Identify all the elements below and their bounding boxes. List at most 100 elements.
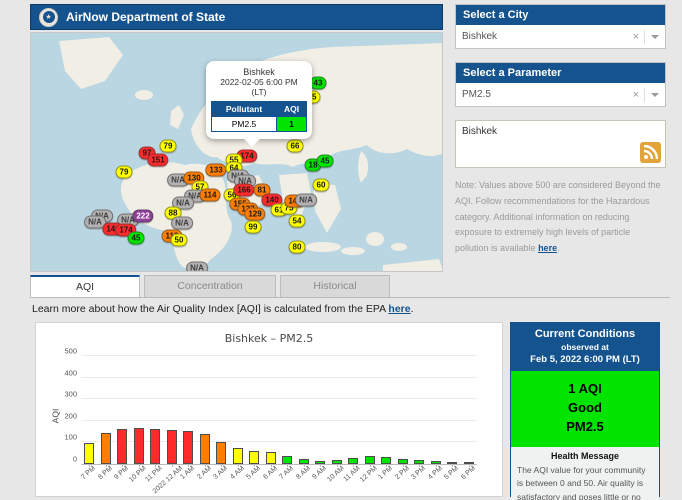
map-marker[interactable]: 129 (244, 207, 266, 221)
city-panel-title: Select a City (456, 5, 665, 25)
chart-bar[interactable] (430, 461, 441, 464)
chart-gridline (81, 376, 477, 378)
map-marker[interactable]: 79 (159, 139, 177, 153)
map-marker[interactable]: 45 (127, 231, 145, 245)
chart-x-tickmark (369, 464, 371, 467)
map-marker[interactable]: N/A (171, 216, 193, 230)
chart-bar[interactable] (282, 455, 293, 464)
select-divider (644, 87, 645, 102)
current-aqi-category: Good (568, 399, 602, 415)
chart-x-tickmark (254, 464, 256, 467)
chart-bar[interactable] (183, 431, 194, 464)
chart-x-label: 5 AM (245, 465, 263, 481)
chart-y-axis-label: AQI (50, 408, 61, 424)
chevron-down-icon[interactable] (651, 34, 659, 43)
chart-x-tickmark (468, 464, 470, 467)
chart-bar[interactable] (166, 430, 177, 464)
map-marker[interactable]: N/A (172, 196, 194, 210)
chart-x-tickmark (353, 464, 355, 467)
popup-col-pollutant: Pollutant (210, 101, 278, 117)
chart-bar[interactable] (348, 457, 359, 464)
parameter-panel-title: Select a Parameter (456, 63, 665, 83)
world-aqi-map[interactable]: 799715179133N/A13057N/A11456N/A88N/A1135… (30, 32, 443, 272)
rss-feed-icon[interactable] (640, 142, 661, 163)
city-clear-icon[interactable]: × (632, 30, 639, 43)
chart-bar[interactable] (381, 456, 392, 464)
chart-bar[interactable] (216, 441, 227, 464)
chart-y-tick: 200 (64, 411, 77, 421)
map-marker[interactable]: 45 (316, 154, 334, 168)
chart-x-label: 11 AM (342, 465, 362, 484)
tab-aqi[interactable]: AQI (30, 275, 140, 297)
city-select-value: Bishkek (462, 31, 498, 42)
chart-x-tickmark (452, 464, 454, 467)
chart-x-tickmark (138, 464, 140, 467)
popup-aqi-value: 1 (276, 116, 307, 132)
chart-bar[interactable] (232, 448, 243, 464)
map-marker[interactable]: 133 (205, 163, 227, 177)
map-marker[interactable]: 151 (147, 153, 169, 167)
chart-bar[interactable] (133, 428, 144, 464)
chart-x-tickmark (336, 464, 338, 467)
chart-bar[interactable] (150, 429, 161, 464)
aqi-chart-panel: Bishkek – PM2.5 AQI 0 100 200 300 400 500 7 PM… (35, 322, 503, 497)
chart-gridline (81, 419, 477, 421)
chart-bar[interactable] (397, 458, 408, 464)
map-marker[interactable]: 60 (312, 178, 330, 192)
city-search-input[interactable]: Bishkek (455, 120, 666, 168)
chart-bar[interactable] (364, 455, 375, 464)
city-select[interactable]: Bishkek × (456, 25, 665, 48)
map-marker[interactable]: 166 (233, 183, 255, 197)
chart-bar[interactable] (249, 451, 260, 464)
map-marker[interactable]: 43 (309, 76, 327, 90)
chart-x-label: 5 PM (443, 465, 461, 482)
parameter-select[interactable]: PM2.5 × (456, 83, 665, 106)
state-department-seal-icon: ★ (39, 7, 58, 27)
map-marker[interactable]: 222 (132, 209, 154, 223)
map-marker[interactable]: 80 (288, 240, 306, 254)
chart-x-tickmark (320, 464, 322, 467)
map-marker[interactable]: N/A (84, 215, 106, 229)
chart-x-tickmark (188, 464, 190, 467)
city-select-panel: Select a City Bishkek × (455, 4, 666, 49)
tab-historical[interactable]: Historical (280, 275, 390, 297)
chart-x-label: 6 PM (459, 465, 477, 482)
chevron-down-icon[interactable] (651, 92, 659, 101)
popup-pollutant-value: PM2.5 (210, 116, 278, 132)
chart-y-tick: 0 (72, 454, 77, 464)
map-marker[interactable]: 79 (115, 165, 133, 179)
chart-bar[interactable] (315, 460, 326, 464)
chart-bar[interactable] (331, 459, 342, 464)
map-popup: Bishkek 2022-02-05 6:00 PM (LT) Pollutan… (206, 61, 312, 147)
chart-x-label: 3 PM (410, 465, 428, 482)
chart-x-tickmark (287, 464, 289, 467)
chart-bar[interactable] (447, 462, 458, 464)
map-marker[interactable]: N/A (295, 193, 317, 207)
chart-bar[interactable] (84, 443, 95, 464)
map-marker[interactable]: 50 (170, 233, 188, 247)
chart-bar[interactable] (199, 434, 210, 464)
chart-x-tickmark (122, 464, 124, 467)
parameter-select-value: PM2.5 (462, 89, 491, 100)
tab-concentration[interactable]: Concentration (144, 275, 276, 297)
epa-learn-more-link[interactable]: here (388, 303, 411, 315)
chart-bar[interactable] (463, 462, 474, 464)
chart-bar[interactable] (414, 460, 425, 464)
chart-x-label: 7 PM (80, 465, 98, 482)
chart-bar[interactable] (265, 452, 276, 464)
sidebar: Select a City Bishkek × Select a Paramet… (455, 4, 666, 257)
map-marker[interactable]: N/A (186, 261, 208, 271)
chart-x-label: 7 AM (278, 465, 296, 481)
page-title: AirNow Department of State (66, 10, 226, 24)
parameter-clear-icon[interactable]: × (632, 88, 639, 101)
current-aqi-value: 1 AQI (568, 381, 602, 396)
map-marker[interactable]: 54 (288, 214, 306, 228)
chart-bar[interactable] (298, 458, 309, 464)
map-marker[interactable]: 99 (244, 220, 262, 234)
note-here-link[interactable]: here (538, 243, 558, 253)
chart-x-tickmark (435, 464, 437, 467)
map-marker[interactable]: 66 (286, 139, 304, 153)
chart-bar[interactable] (100, 432, 111, 464)
map-marker[interactable]: 114 (199, 188, 221, 202)
chart-bar[interactable] (117, 428, 128, 464)
